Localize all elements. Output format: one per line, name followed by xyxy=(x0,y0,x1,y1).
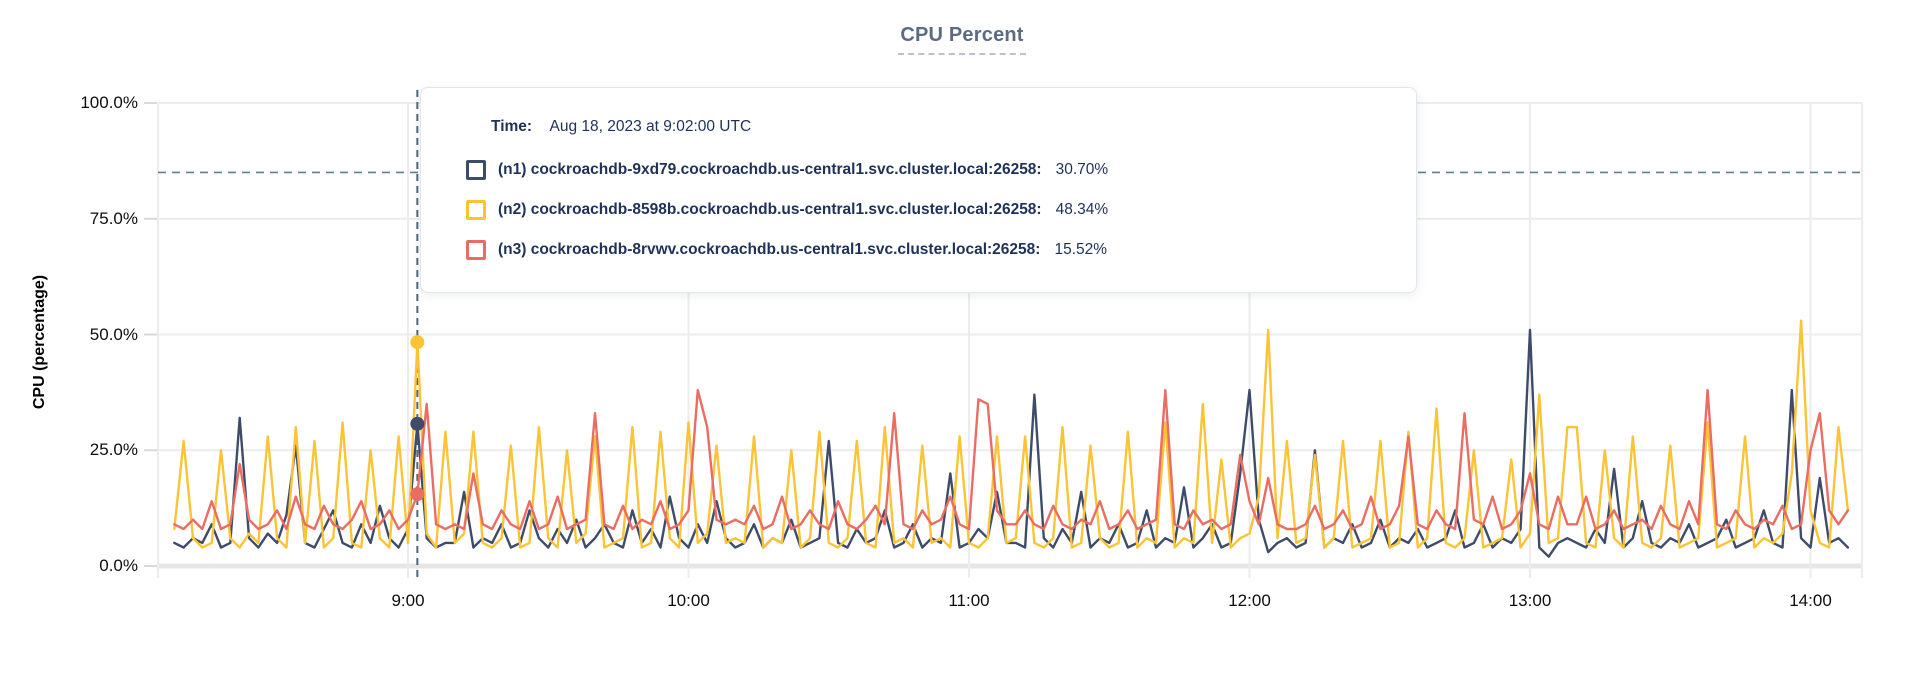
tooltip-series-row-n3: (n3) cockroachdb-8rvwv.cockroachdb.us-ce… xyxy=(466,230,1386,270)
x-tick-14: 14:00 xyxy=(1789,591,1832,610)
series-label-n2: (n2) cockroachdb-8598b.cockroachdb.us-ce… xyxy=(498,201,1042,218)
series-swatch-n3-icon xyxy=(466,240,486,260)
series-swatch-n1-icon xyxy=(466,160,486,180)
y-tick-75: 75.0% xyxy=(89,208,138,228)
tooltip-series-row-n2: (n2) cockroachdb-8598b.cockroachdb.us-ce… xyxy=(466,190,1386,230)
tooltip-series-row-n1: (n1) cockroachdb-9xd79.cockroachdb.us-ce… xyxy=(466,150,1386,190)
y-tick-50: 50.0% xyxy=(89,324,138,344)
tooltip-time-row: Time: Aug 18, 2023 at 9:02:00 UTC xyxy=(491,118,1386,136)
y-tick-0: 0.0% xyxy=(99,556,138,575)
y-tick-100: 100.0% xyxy=(80,93,138,112)
x-tick-10: 10:00 xyxy=(667,591,710,610)
tooltip-time-value: Aug 18, 2023 at 9:02:00 UTC xyxy=(549,118,752,135)
series-label-n3: (n3) cockroachdb-8rvwv.cockroachdb.us-ce… xyxy=(498,241,1041,258)
x-tick-9: 9:00 xyxy=(391,591,425,610)
series-label-n1: (n1) cockroachdb-9xd79.cockroachdb.us-ce… xyxy=(498,161,1042,178)
y-tick-25: 25.0% xyxy=(89,440,138,460)
series-swatch-n2-icon xyxy=(466,200,486,220)
chart-title[interactable]: CPU Percent xyxy=(898,24,1026,55)
series-value-n1: 30.70% xyxy=(1055,161,1109,178)
tooltip-time-label: Time: xyxy=(491,118,533,135)
chart-title-wrap: CPU Percent xyxy=(0,24,1924,55)
series-value-n3: 15.52% xyxy=(1054,241,1108,258)
series-value-n2: 48.34% xyxy=(1055,201,1109,218)
x-tick-13: 13:00 xyxy=(1508,591,1552,610)
hover-tooltip: Time: Aug 18, 2023 at 9:02:00 UTC (n1) c… xyxy=(420,87,1417,293)
x-tick-11: 11:00 xyxy=(948,591,990,610)
x-tick-12: 12:00 xyxy=(1228,591,1271,610)
